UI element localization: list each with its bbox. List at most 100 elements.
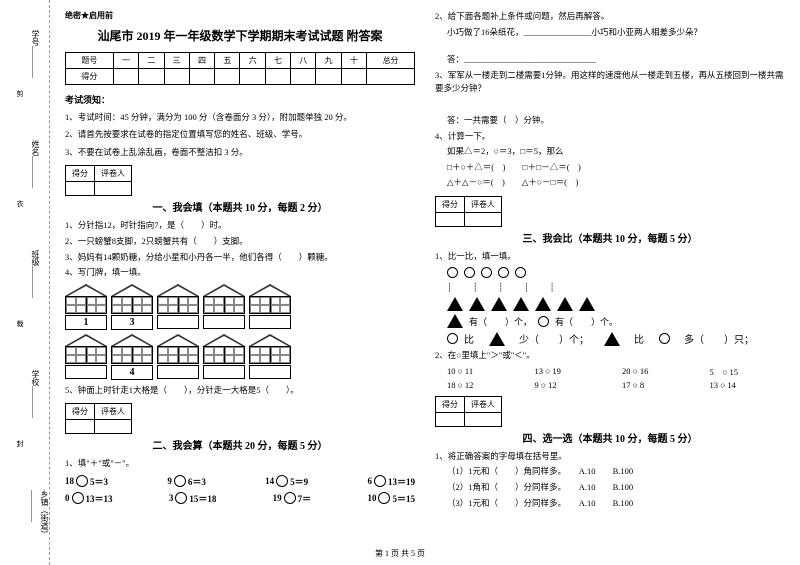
binding-label: 学校________ (30, 370, 41, 418)
question: 3、妈妈有14颗奶糖，分给小星和小丹各一半，他们各得（ ）颗糖。 (65, 251, 415, 265)
house (249, 284, 291, 330)
question: 1、将正确答案的字母填在括号里。 (435, 450, 785, 464)
question: 4、计算一下。 (435, 130, 785, 144)
text: 有（ ）个。 (555, 315, 618, 328)
house-number: 3 (111, 315, 153, 330)
house: 4 (111, 334, 153, 380)
house: 3 (111, 284, 153, 330)
left-column: 绝密★启用前 汕尾市 2019 年一年级数学下学期期末考试试题 附答案 题号 一… (65, 10, 415, 560)
section-4-title: 四、选一选（本题共 10 分，每题 5 分） (435, 430, 785, 445)
binding-label: 姓名________ (30, 140, 41, 188)
score-value-row: 得分 (66, 69, 415, 85)
cell: 得分 (436, 396, 465, 412)
binding-strip: 学号________ 剪 姓名________ 衣 班级________ 裁 学… (0, 0, 50, 565)
section-1-title: 一、我会填（本题共 10 分，每题 2 分） (65, 199, 415, 214)
question: 3、军军从一楼走到二楼需要1分钟。用这样的速度他从一楼走到五楼，再从五楼回到一楼… (435, 69, 785, 96)
house-blank (65, 365, 107, 379)
question: 1、分针指12，时针指向7，是（ ）时。 (65, 219, 415, 233)
question-line: □＋○＋△＝( ) □＋□－△＝( ) (435, 161, 785, 175)
score-table: 题号 一 二 三 四 五 六 七 八 九 十 总分 得分 (65, 52, 415, 85)
content-area: 绝密★启用前 汕尾市 2019 年一年级数学下学期期末考试试题 附答案 题号 一… (50, 0, 800, 565)
house (203, 284, 245, 330)
notice-heading: 考试须知： (65, 93, 415, 106)
score-mini-table: 得分评卷人 (435, 396, 502, 427)
cell: 三 (164, 53, 189, 69)
right-column: 2、给下面各题补上条件或问题，然后再解答。 小巧做了16朵纸花，________… (435, 10, 785, 560)
notice-item: 3、不要在试卷上乱涂乱画，卷面不整洁扣 3 分。 (65, 145, 415, 159)
cell: 评卷人 (95, 404, 132, 420)
exam-page: 学号________ 剪 姓名________ 衣 班级________ 裁 学… (0, 0, 800, 565)
exam-title: 汕尾市 2019 年一年级数学下学期期末考试试题 附答案 (65, 27, 415, 44)
house-number: 4 (111, 365, 153, 380)
option-row: （1）1元和（ ）角同样多。 A.10 B.100 (435, 465, 785, 479)
house-blank (249, 365, 291, 379)
cut-mark: 剪 (15, 90, 25, 97)
house-blank (157, 365, 199, 379)
notice-item: 1、考试时间：45 分钟，满分为 100 分（含卷面分 3 分），附加题单独 2… (65, 110, 415, 124)
question-line: △＋△－○＝( ) △＋○－□＝( ) (435, 176, 785, 190)
house-number: 1 (65, 315, 107, 330)
cell: 得分 (66, 69, 114, 85)
question-body: 小巧做了16朵纸花，________________小巧和小亚两人相差多少朵？ (435, 26, 785, 40)
text: 有（ ）个， (469, 315, 532, 328)
option-row: （3）1元和（ ）分同样多。 A.10 B.100 (435, 497, 785, 511)
cut-mark: 裁 (15, 320, 25, 327)
cell: 评卷人 (465, 396, 502, 412)
cell: 题号 (66, 53, 114, 69)
cell: 八 (291, 53, 316, 69)
cell: 五 (215, 53, 240, 69)
house (249, 334, 291, 380)
question: 1、比一比，填一填。 (435, 250, 785, 264)
cell: 得分 (66, 404, 95, 420)
score-header-row: 题号 一 二 三 四 五 六 七 八 九 十 总分 (66, 53, 415, 69)
cell: 总分 (367, 53, 415, 69)
cell: 四 (189, 53, 214, 69)
house: 1 (65, 284, 107, 330)
cell: 七 (265, 53, 290, 69)
cell: 二 (139, 53, 164, 69)
question-line: 如果△＝2，○＝3，□＝5，那么 (435, 145, 785, 159)
cut-mark: 衣 (15, 200, 25, 207)
notice-item: 2、请首先按要求在试卷的指定位置填写您的姓名、班级、学号。 (65, 127, 415, 141)
house (203, 334, 245, 380)
cell: 十 (341, 53, 366, 69)
question: 4、写门牌，填一填。 (65, 266, 415, 280)
house (65, 334, 107, 380)
answer-line: 答：一共需要（ ）分钟。 (435, 114, 785, 128)
question: 2、给下面各题补上条件或问题，然后再解答。 (435, 10, 785, 24)
cell: 一 (113, 53, 138, 69)
houses-row-2: 4 (65, 334, 415, 380)
answer-line: 答：_______________________________ (435, 53, 785, 67)
calc-row: 013＝13 315＝18 197＝ 105＝15 (65, 492, 415, 505)
binding-label: 班级________ (30, 250, 41, 298)
house (157, 334, 199, 380)
house (157, 284, 199, 330)
houses-row-1: 1 3 (65, 284, 415, 330)
cut-mark: 封 (15, 440, 25, 447)
question: 1、填"＋"或"－"。 (65, 457, 415, 471)
cell: 九 (316, 53, 341, 69)
section-3-title: 三、我会比（本题共 10 分，每题 5 分） (435, 230, 785, 245)
option-row: （2）1角和（ ）分同样多。 A.10 B.100 (435, 481, 785, 495)
cell: 得分 (436, 196, 465, 212)
question: 2、一只螃蟹8支脚，2只螃蟹共有（ ）支脚。 (65, 235, 415, 249)
confidential-tag: 绝密★启用前 (65, 10, 415, 21)
house-blank (203, 315, 245, 329)
circles-row (435, 267, 785, 278)
compare-line-2: 比 少（ ）个； 比 多（ ）只； (435, 331, 785, 346)
cell: 评卷人 (465, 196, 502, 212)
house-blank (249, 315, 291, 329)
score-mini-table: 得分评卷人 (65, 403, 132, 434)
compare-line-1: 有（ ）个， 有（ ）个。 (435, 314, 785, 328)
cell: 六 (240, 53, 265, 69)
score-mini-table: 得分评卷人 (65, 165, 132, 196)
score-mini-table: 得分评卷人 (435, 196, 502, 227)
house-blank (203, 365, 245, 379)
cell: 得分 (66, 166, 95, 182)
question: 2、在○里填上"＞"或"＜"。 (435, 349, 785, 363)
cell: 评卷人 (95, 166, 132, 182)
calc-row: 185＝3 96＝3 145＝9 613＝19 (65, 475, 415, 488)
page-footer: 第 1 页 共 5 页 (0, 548, 800, 559)
triangles-row (435, 297, 785, 311)
compare-grid: 10 ○ 1113 ○ 1920 ○ 165 ○ 15 18 ○ 129 ○ 1… (435, 366, 785, 390)
